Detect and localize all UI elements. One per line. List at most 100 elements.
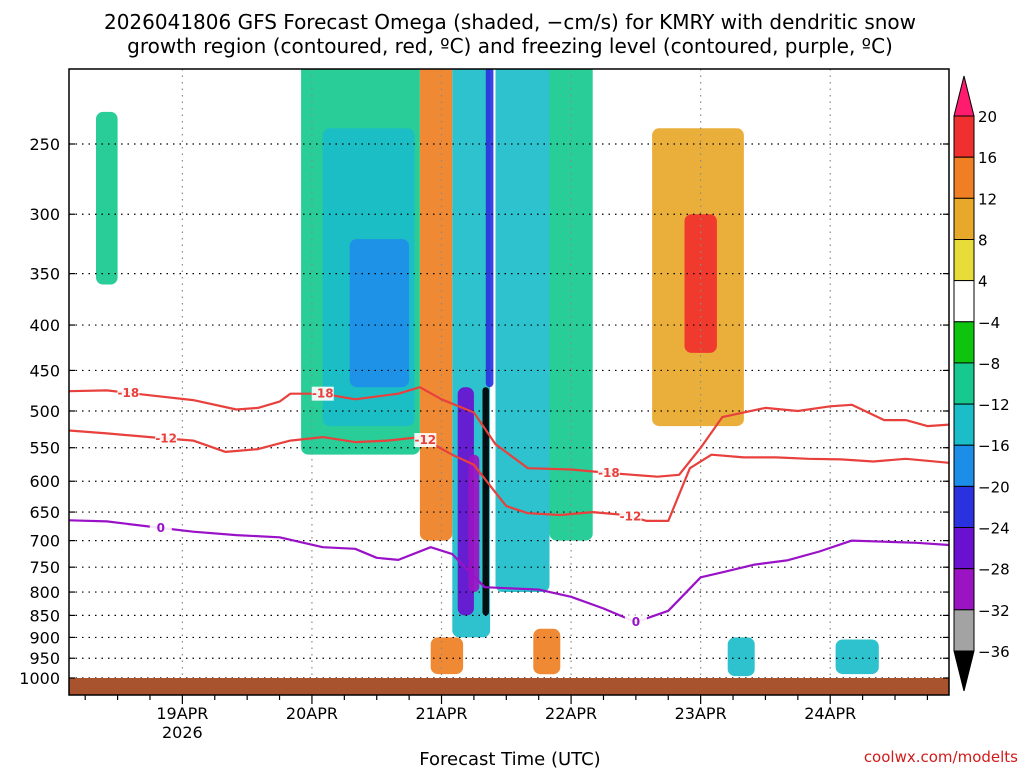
y-tick-label: 850 — [29, 606, 60, 625]
colorbar-label: 4 — [978, 273, 988, 291]
contour-label: -18 — [598, 466, 620, 480]
contour-line — [69, 429, 949, 523]
omega-shade-region — [482, 387, 489, 616]
contour-lines: -18 -18 -18 -18 -12 -12 -12 -12 0 0 0 — [69, 385, 1024, 630]
x-tick-label: 19APR — [156, 704, 208, 723]
x-axis-label: Forecast Time (UTC) — [419, 749, 600, 768]
contour-label: -18 — [118, 386, 140, 400]
contour-label-background — [414, 433, 437, 448]
colorbar-bottom-arrow — [953, 650, 975, 692]
colorbar-box — [953, 239, 975, 282]
contour-label-background — [149, 520, 172, 535]
contour-label-background — [624, 615, 647, 630]
omega-shade-region — [485, 69, 494, 388]
colorbar-label: −36 — [978, 643, 1010, 661]
x-tick-label: 20APR — [286, 704, 338, 723]
y-tick-label: 250 — [29, 135, 60, 154]
colorbar-top-arrow — [953, 75, 975, 117]
colorbar-box — [953, 527, 975, 570]
colorbar-label: 20 — [978, 108, 997, 126]
colorbar-label: 12 — [978, 190, 997, 208]
y-tick-label: 450 — [29, 361, 60, 380]
omega-shade-region — [419, 69, 453, 541]
y-tick-label: 800 — [29, 583, 60, 602]
contour-label: -12 — [414, 433, 436, 447]
colorbar-label: −20 — [978, 478, 1010, 496]
colorbar-label: −24 — [978, 520, 1010, 538]
contour-label-background — [117, 385, 140, 400]
y-tick-label: 300 — [29, 205, 60, 224]
x-tick-label: 22APR — [545, 704, 597, 723]
colorbar-box — [953, 115, 975, 158]
colorbar-label: −28 — [978, 561, 1010, 579]
contour-label: 0 — [1020, 538, 1024, 552]
y-tick-label: 500 — [29, 402, 60, 421]
colorbar-label: −16 — [978, 437, 1010, 455]
contour-label-background — [997, 418, 1019, 432]
y-tick-label: 650 — [29, 503, 60, 522]
contour-label-background — [1014, 538, 1024, 552]
credit-text: coolwx.com/modelts — [864, 748, 1018, 766]
plot-frame — [68, 68, 950, 696]
y-tick-label: 950 — [29, 649, 60, 668]
colorbar-label: 8 — [978, 231, 988, 249]
contour-label: -18 — [998, 418, 1020, 432]
contour-label: -12 — [998, 456, 1020, 470]
omega-shade-region — [96, 111, 118, 285]
colorbar-box — [953, 403, 975, 446]
contour-label-background — [311, 386, 334, 401]
contour-label-background — [619, 509, 642, 524]
ground-surface-bar — [69, 678, 949, 695]
y-tick-label: 350 — [29, 265, 60, 284]
y-tick-label: 400 — [29, 316, 60, 335]
colorbar-box — [953, 362, 975, 405]
y-tick-label: 700 — [29, 532, 60, 551]
omega-shade-region — [430, 637, 464, 675]
contour-label-background — [997, 456, 1019, 470]
colorbar-label: 16 — [978, 149, 997, 167]
x-tick-sublabel: 2026 — [162, 723, 203, 742]
colorbar-box — [953, 321, 975, 364]
contour-label: -12 — [620, 509, 642, 523]
colorbar-box — [953, 197, 975, 241]
contour-label: -18 — [312, 387, 334, 401]
contour-label-background — [597, 465, 620, 480]
colorbar-box — [953, 609, 975, 652]
colorbar-label: −32 — [978, 602, 1010, 620]
omega-shade-region — [495, 69, 550, 592]
y-tick-label: 750 — [29, 558, 60, 577]
contour-line — [69, 386, 949, 478]
colorbar: 20 16 12 8 4 −4 −8 −12 −16 −20 −24 −28 −32 −36 — [953, 75, 1010, 692]
x-tick-label: 21APR — [415, 704, 467, 723]
colorbar-box — [953, 156, 975, 199]
colorbar-label: −12 — [978, 396, 1010, 414]
omega-shade-region — [835, 639, 879, 675]
x-tick-label: 23APR — [675, 704, 727, 723]
contour-label: 0 — [157, 521, 165, 535]
colorbar-label: −4 — [978, 314, 1000, 332]
colorbar-label: −8 — [978, 355, 1000, 373]
contour-label-background — [155, 431, 178, 446]
contour-line — [69, 519, 949, 624]
contour-label: -12 — [155, 431, 177, 445]
y-tick-label: 550 — [29, 439, 60, 458]
omega-shade-region — [468, 454, 480, 593]
chart-title-line-2: growth region (contoured, red, ºC) and f… — [127, 34, 893, 58]
omega-shade-region — [349, 239, 410, 388]
y-tick-label: 1000 — [19, 669, 60, 688]
omega-shade-region — [533, 628, 561, 675]
colorbar-box — [953, 568, 975, 611]
omega-shade-region — [727, 637, 755, 677]
colorbar-box — [953, 485, 975, 529]
omega-shading — [96, 69, 879, 677]
omega-shade-region — [549, 69, 593, 541]
contour-label: 0 — [632, 615, 640, 629]
colorbar-box — [953, 280, 975, 323]
y-tick-label: 900 — [29, 628, 60, 647]
chart-title-line-1: 2026041806 GFS Forecast Omega (shaded, −… — [104, 10, 916, 34]
y-tick-label: 600 — [29, 472, 60, 491]
colorbar-box — [953, 444, 975, 487]
grid-lines — [69, 69, 949, 695]
x-tick-label: 24APR — [804, 704, 856, 723]
